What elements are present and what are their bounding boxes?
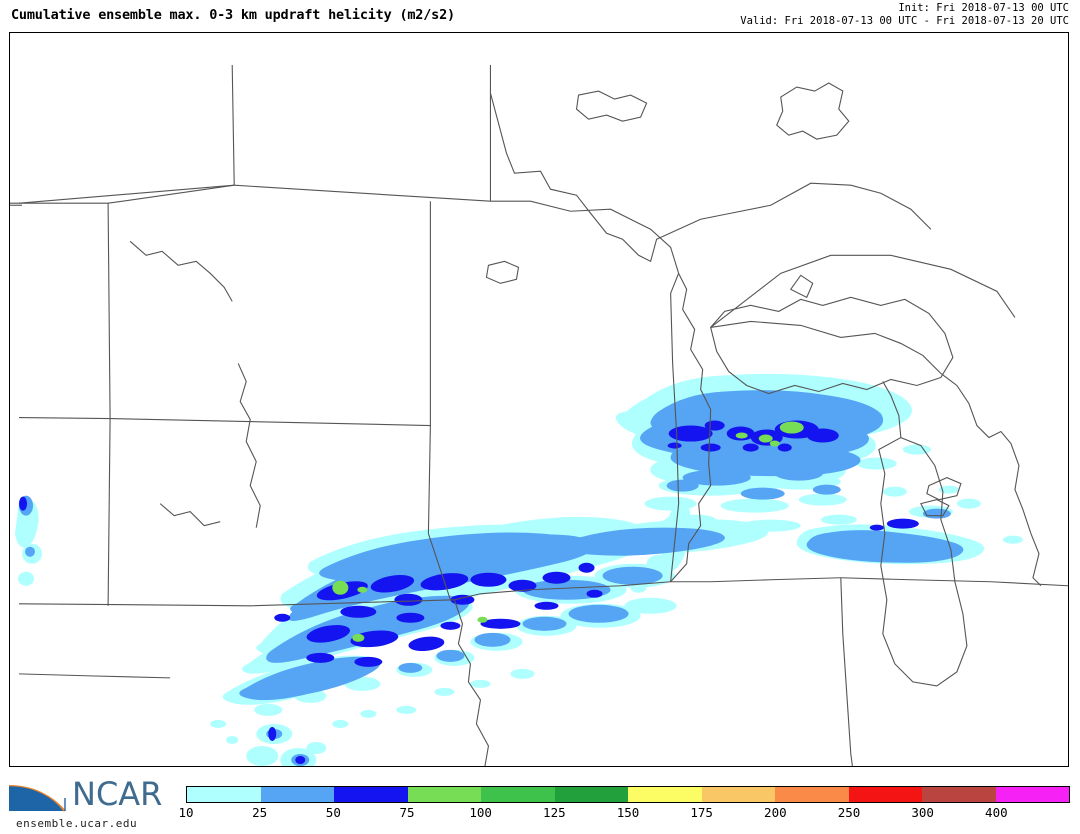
- political-borders: [10, 65, 1068, 766]
- colorbar-swatch-red: [848, 787, 922, 802]
- contour-band-75: [735, 421, 804, 447]
- map-panel[interactable]: [9, 32, 1069, 767]
- colorbar-tick-250: 250: [837, 805, 861, 820]
- colorbar-tick-200: 200: [764, 805, 787, 820]
- colorbar-tick-50: 50: [325, 805, 341, 820]
- colorbar-tick-125: 125: [543, 805, 566, 820]
- ncar-logo-text: NCAR: [72, 775, 163, 813]
- colorbar-tick-400: 400: [985, 805, 1008, 820]
- colorbar-tick-labels: 10 25 50 75 100 125 150 175 200 250 300 400: [178, 805, 1070, 825]
- contour-band-25-plains: [19, 495, 725, 766]
- colorbar-swatch-green: [481, 787, 555, 802]
- colorbar-swatch-yellow: [628, 787, 702, 802]
- colorbar-tick-300: 300: [911, 805, 934, 820]
- colorbar-tick-175: 175: [690, 805, 713, 820]
- ensemble-url-label: ensemble.ucar.edu: [16, 817, 138, 830]
- colorbar-swatch-dark-green: [554, 787, 628, 802]
- colorbar-tick-100: 100: [469, 805, 492, 820]
- colorbar-swatch-brick-red: [922, 787, 996, 802]
- colorbar-swatch-light-green: [407, 787, 481, 802]
- helicity-contours: [15, 373, 1023, 766]
- colorbar-swatch-light-orange: [701, 787, 775, 802]
- ncar-logo[interactable]: NCAR ensemble.ucar.edu: [4, 776, 174, 832]
- colorbar-swatch-orange: [775, 787, 849, 802]
- colorbar-swatch-medium-blue: [260, 787, 334, 802]
- colorbar-swatches[interactable]: [186, 786, 1070, 803]
- colorbar-tick-75: 75: [399, 805, 415, 820]
- valid-time-label: Valid: Fri 2018-07-13 00 UTC - Fri 2018-…: [740, 15, 1069, 27]
- colorbar-swatch-dark-blue: [334, 787, 408, 802]
- map-canvas[interactable]: [10, 33, 1068, 766]
- colorbar-tick-25: 25: [252, 805, 268, 820]
- init-time-label: Init: Fri 2018-07-13 00 UTC: [898, 2, 1069, 14]
- colorbar-tick-10: 10: [178, 805, 194, 820]
- page-title: Cumulative ensemble max. 0-3 km updraft …: [11, 7, 455, 23]
- colorbar-swatch-light-cyan: [187, 787, 261, 802]
- contour-band-75-plains: [332, 580, 488, 642]
- ncar-logo-mark: [8, 783, 67, 812]
- colorbar-swatch-magenta: [995, 787, 1069, 802]
- colorbar[interactable]: 10 25 50 75 100 125 150 175 200 250 300 400: [178, 786, 1070, 832]
- colorbar-tick-150: 150: [616, 805, 640, 820]
- forecast-time-info: Init: Fri 2018-07-13 00 UTC Valid: Fri 2…: [740, 2, 1069, 28]
